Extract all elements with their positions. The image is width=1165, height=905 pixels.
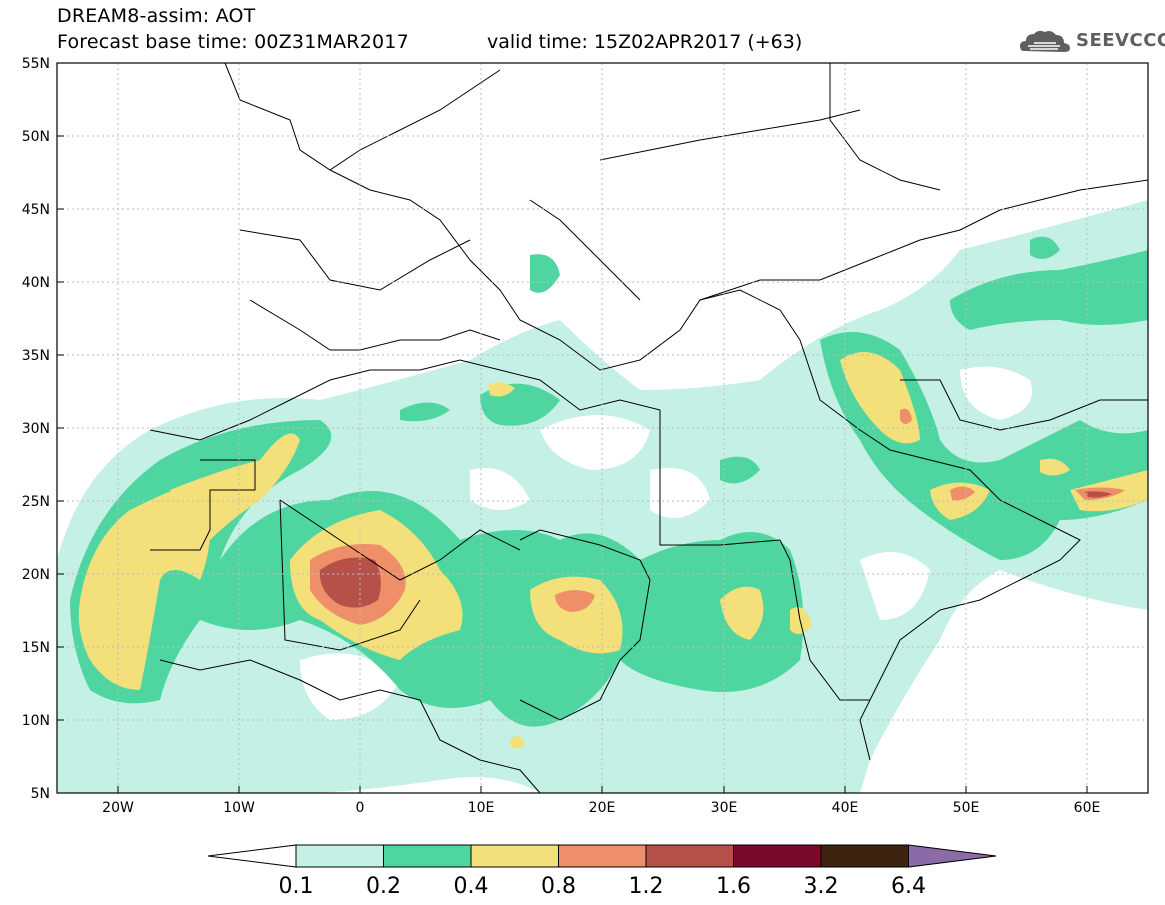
latitude-labels: 55N 50N 45N 40N 35N 30N 25N 20N 15N 10N … [22, 56, 50, 802]
colorbar-segment [470, 844, 559, 868]
lon-label: 30E [711, 800, 738, 816]
longitude-labels: 20W 10W 0 10E 20E 30E 40E 50E 60E [102, 800, 1100, 816]
colorbar-low-arrow [207, 844, 297, 868]
aot-fields [57, 63, 1148, 793]
colorbar: 0.1 0.2 0.4 0.8 1.2 1.6 3.2 6.4 [207, 844, 997, 899]
axis-ticks [57, 62, 1088, 793]
forecast-base-time: Forecast base time: 00Z31MAR2017 [57, 31, 409, 53]
colorbar-label: 0.4 [454, 874, 489, 899]
lat-label: 35N [22, 348, 50, 364]
lat-label: 15N [22, 640, 50, 656]
lat-label: 5N [31, 786, 50, 802]
lon-label: 20E [589, 800, 616, 816]
colorbar-segment [733, 844, 822, 868]
colorbar-label: 0.8 [541, 874, 576, 899]
colorbar-high-arrow [908, 844, 997, 868]
colorbar-segment [645, 844, 734, 868]
cloud-logo-icon [1020, 30, 1070, 52]
lat-label: 10N [22, 713, 50, 729]
lat-label: 30N [22, 421, 50, 437]
graticule [57, 63, 1148, 793]
aot-contour-0.4 [78, 480, 210, 690]
lat-label: 20N [22, 567, 50, 583]
colorbar-segment [820, 844, 909, 868]
lon-label: 60E [1074, 800, 1101, 816]
colorbar-label: 1.6 [716, 874, 751, 899]
lon-label: 0 [356, 800, 365, 816]
lon-label: 10E [468, 800, 495, 816]
colorbar-segment [558, 844, 647, 868]
map-title: DREAM8-assim: AOT [57, 5, 256, 27]
colorbar-label: 1.2 [629, 874, 664, 899]
colorbar-label: 0.2 [366, 874, 401, 899]
logo-text: SEEVCCC [1076, 30, 1165, 51]
lon-label: 40E [832, 800, 859, 816]
colorbar-label: 3.2 [804, 874, 839, 899]
lon-label: 10W [223, 800, 255, 816]
colorbar-label: 6.4 [891, 874, 926, 899]
colorbar-segment [383, 844, 472, 868]
valid-time: valid time: 15Z02APR2017 (+63) [487, 31, 803, 53]
lon-label: 20W [102, 800, 134, 816]
lat-label: 25N [22, 494, 50, 510]
lon-label: 50E [953, 800, 980, 816]
lat-label: 50N [22, 129, 50, 145]
aot-contour-1.2 [319, 557, 381, 608]
lat-label: 45N [22, 202, 50, 218]
colorbar-label: 0.1 [279, 874, 314, 899]
colorbar-segment [295, 844, 384, 868]
lat-label: 40N [22, 275, 50, 291]
lat-label: 55N [22, 56, 50, 72]
